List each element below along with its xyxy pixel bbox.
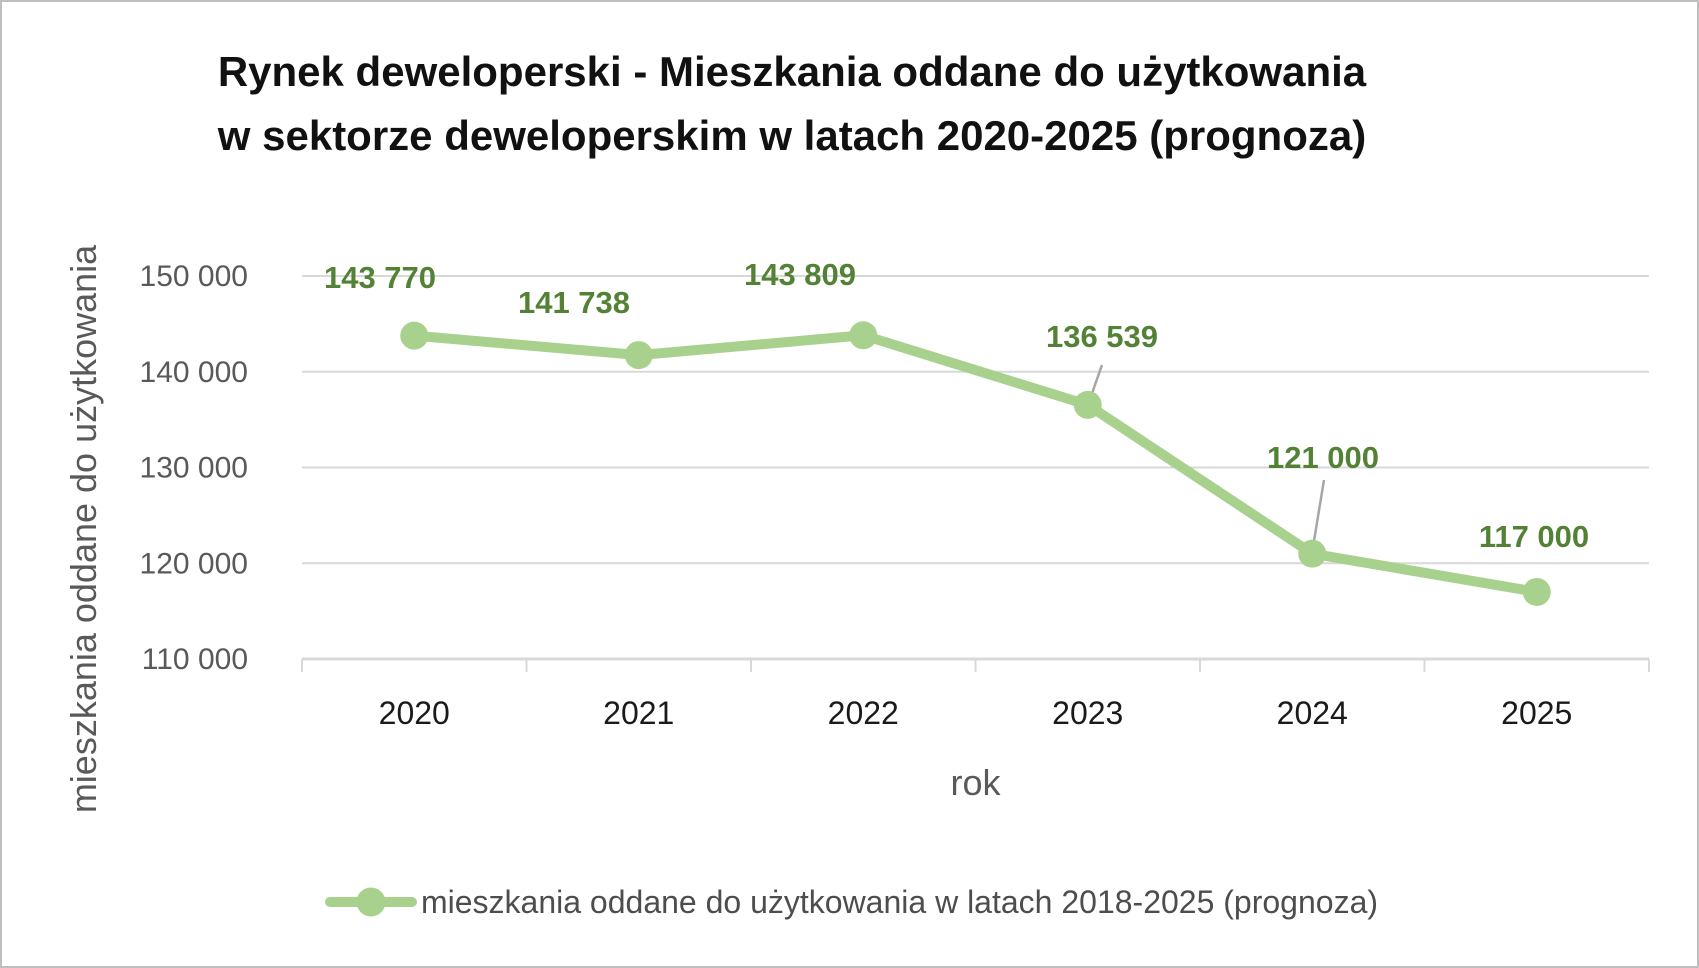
chart-title: Rynek deweloperski - Mieszkania oddane d… (2, 40, 1582, 168)
data-point-marker (1073, 390, 1102, 419)
legend-marker-dot-icon (356, 887, 386, 917)
x-axis-title: rok (950, 762, 1001, 803)
data-point-label: 143 809 (744, 257, 856, 292)
x-tick-label: 2024 (1277, 695, 1348, 731)
data-point-marker (1522, 577, 1551, 606)
data-point-marker (1298, 539, 1327, 568)
y-tick-label: 110 000 (142, 643, 248, 676)
legend-line-marker-icon (324, 887, 417, 917)
data-label-leader-line (1311, 479, 1326, 548)
data-point-label: 121 000 (1267, 440, 1379, 475)
data-point-label: 136 539 (1046, 319, 1158, 354)
x-tick-label: 2022 (828, 695, 899, 731)
chart-title-line-1: Rynek deweloperski - Mieszkania oddane d… (217, 48, 1367, 95)
data-point-marker (624, 341, 653, 370)
x-tick-label: 2021 (603, 695, 674, 731)
y-tick-label: 140 000 (140, 356, 248, 389)
data-point-marker (849, 321, 878, 350)
data-point-label: 141 738 (518, 285, 630, 320)
x-tick-label: 2023 (1052, 695, 1123, 731)
x-tick-label: 2025 (1501, 695, 1572, 731)
y-tick-label: 120 000 (140, 547, 248, 580)
data-point-label: 117 000 (1479, 519, 1589, 554)
data-point-marker (400, 321, 429, 350)
x-tick-label: 2020 (379, 695, 450, 731)
y-tick-label: 150 000 (140, 260, 248, 293)
chart-title-line-2: w sektorze deweloperskim w latach 2020-2… (217, 112, 1367, 159)
y-tick-label: 130 000 (140, 452, 248, 485)
series-line (409, 330, 1542, 597)
legend-series-label: mieszkania oddane do użytkowania w latac… (420, 883, 1379, 920)
data-point-label: 143 770 (324, 260, 436, 295)
legend: mieszkania oddane do użytkowania w latac… (2, 880, 1697, 924)
